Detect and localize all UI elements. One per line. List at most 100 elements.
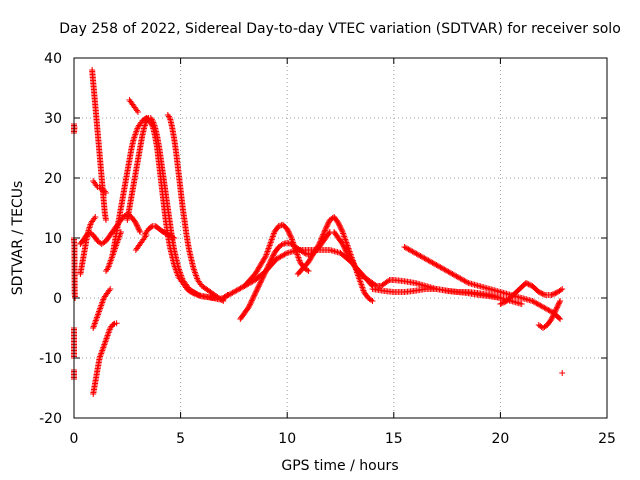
- x-tick-label: 5: [176, 431, 185, 447]
- data-point: [356, 277, 363, 283]
- data-point: [141, 124, 148, 130]
- data-point: [107, 286, 114, 292]
- data-point: [348, 257, 355, 264]
- series-arc7: [89, 67, 109, 223]
- data-point: [245, 304, 252, 310]
- data-point: [270, 252, 277, 259]
- data-point: [250, 293, 257, 300]
- y-tick-label: -20: [39, 411, 62, 427]
- data-point: [132, 220, 139, 226]
- x-tick-label: 20: [491, 431, 509, 447]
- data-point: [132, 130, 139, 136]
- data-point: [357, 280, 364, 286]
- data-point: [252, 289, 259, 296]
- data-point: [337, 225, 344, 232]
- data-point: [267, 239, 274, 246]
- series-arc19: [220, 221, 312, 301]
- data-point: [133, 221, 140, 228]
- y-tick-label: -10: [39, 351, 62, 367]
- data-point: [99, 347, 106, 354]
- data-point: [341, 233, 348, 240]
- data-point: [246, 302, 253, 309]
- data-point: [190, 265, 197, 271]
- data-point: [253, 288, 260, 295]
- data-point: [358, 283, 365, 289]
- series-arc10: [90, 286, 114, 331]
- data-point: [540, 291, 547, 298]
- data-point: [262, 254, 269, 261]
- data-point: [92, 317, 99, 324]
- data-point: [98, 302, 105, 309]
- data-point: [98, 301, 105, 307]
- data-point: [286, 229, 293, 236]
- data-point: [464, 279, 471, 286]
- data-point: [497, 295, 504, 301]
- data-point: [323, 223, 330, 230]
- series-arc26: [535, 298, 564, 331]
- data-point: [318, 235, 325, 242]
- data-point: [253, 287, 260, 294]
- y-tick-label: 40: [44, 51, 62, 67]
- data-point: [325, 230, 332, 237]
- data-point: [101, 341, 108, 348]
- x-axis-title: GPS time / hours: [281, 458, 398, 474]
- data-point: [248, 297, 255, 304]
- data-point: [557, 316, 564, 322]
- data-point: [556, 299, 563, 306]
- data-point: [191, 269, 198, 276]
- data-point: [316, 239, 323, 246]
- data-point: [108, 256, 115, 262]
- data-point: [538, 290, 545, 297]
- data-point: [191, 268, 198, 274]
- data-point: [250, 295, 257, 301]
- data-point: [133, 128, 140, 135]
- data-point: [131, 134, 138, 141]
- data-point: [97, 352, 104, 358]
- data-point: [295, 254, 302, 261]
- data-point: [102, 337, 109, 343]
- data-point: [551, 310, 558, 317]
- data-point: [134, 109, 141, 115]
- y-tick-label: 20: [44, 171, 62, 187]
- data-point: [338, 226, 345, 233]
- data-point: [350, 261, 357, 268]
- data-point: [559, 370, 566, 376]
- data-point: [131, 133, 138, 139]
- data-point: [349, 258, 356, 265]
- data-point: [247, 301, 254, 308]
- data-point: [190, 266, 197, 273]
- data-point: [342, 246, 349, 253]
- data-point: [93, 316, 100, 322]
- data-point: [92, 319, 99, 325]
- data-point: [105, 331, 112, 337]
- data-point: [94, 311, 101, 318]
- data-point: [369, 298, 376, 304]
- data-point: [107, 257, 114, 264]
- data-point: [552, 307, 559, 313]
- data-point: [524, 280, 531, 287]
- data-point: [101, 340, 108, 346]
- data-point: [285, 228, 292, 235]
- data-point: [106, 260, 113, 267]
- data-point: [340, 242, 347, 249]
- data-point: [319, 234, 326, 241]
- data-point: [171, 235, 178, 241]
- data-point: [106, 326, 113, 333]
- data-point: [316, 241, 323, 247]
- data-point: [104, 332, 111, 339]
- data-point: [351, 262, 358, 269]
- data-point: [501, 299, 508, 306]
- x-tick-label: 0: [70, 431, 79, 447]
- data-point: [90, 323, 97, 330]
- series-arc24: [369, 286, 504, 301]
- data-point: [141, 122, 148, 129]
- data-point: [93, 314, 100, 321]
- data-point: [556, 315, 563, 321]
- data-point: [548, 316, 555, 322]
- data-point: [553, 305, 560, 312]
- data-point: [357, 278, 364, 285]
- data-point: [294, 253, 301, 259]
- data-point: [91, 322, 98, 328]
- data-point: [551, 309, 558, 316]
